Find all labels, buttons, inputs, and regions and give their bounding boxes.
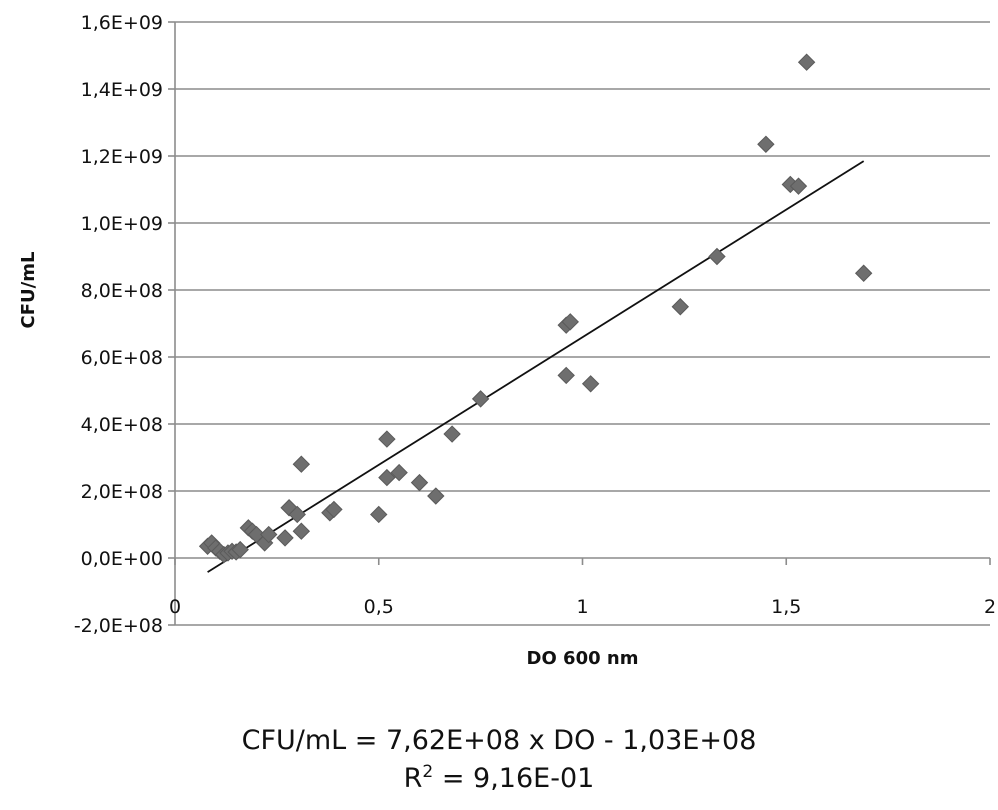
data-point <box>410 473 429 492</box>
data-point <box>671 298 690 316</box>
data-point <box>557 366 575 385</box>
y-tick-label: 1,4E+09 <box>81 79 163 101</box>
data-point <box>288 505 306 524</box>
data-point <box>378 468 396 487</box>
grid-lines <box>175 21 990 626</box>
r-squared-value: R2 = 9,16E-01 <box>0 762 998 794</box>
y-tick-label: 1,6E+09 <box>81 12 163 34</box>
data-point <box>292 522 311 540</box>
data-point <box>276 529 294 547</box>
data-point <box>757 135 775 153</box>
scatter-chart: -2,0E+08 0,0E+00 2,0E+08 4,0E+08 6,0E+08 8,0E… <box>18 12 996 669</box>
data-point <box>797 53 816 71</box>
x-axis-title: DO 600 nm <box>527 648 639 669</box>
x-axis-tick-labels: 0 0,5 1 1,5 2 <box>169 596 996 618</box>
trendline-group <box>207 160 865 573</box>
y-tick-label: 1,2E+09 <box>81 146 163 168</box>
data-point <box>260 525 278 544</box>
y-tick-label: 4,0E+08 <box>81 414 163 436</box>
axes <box>168 21 991 626</box>
data-point <box>471 390 490 408</box>
data-point <box>370 505 388 524</box>
regression-equation: CFU/mL = 7,62E+08 x DO - 1,03E+08 <box>241 725 757 756</box>
y-axis-tick-labels: -2,0E+08 0,0E+00 2,0E+08 4,0E+08 6,0E+08 8,0E… <box>74 12 163 637</box>
data-points <box>198 53 873 564</box>
data-point <box>561 313 579 331</box>
data-point <box>708 247 726 266</box>
data-point <box>427 487 445 505</box>
x-tick-label: 1,5 <box>771 596 801 618</box>
x-tick-label: 0,5 <box>364 596 394 618</box>
r-squared-exponent: 2 <box>422 762 434 782</box>
data-point <box>325 500 343 519</box>
r-squared-number: = 9,16E-01 <box>433 763 595 794</box>
y-axis-title: CFU/mL <box>18 252 39 329</box>
y-tick-label: 1,0E+09 <box>81 213 163 235</box>
x-tick-label: 1 <box>576 596 588 618</box>
y-tick-label: 8,0E+08 <box>81 280 163 302</box>
trendline <box>207 160 865 573</box>
y-tick-label: 0,0E+00 <box>81 548 163 570</box>
data-point <box>581 375 600 393</box>
y-tick-label: 6,0E+08 <box>81 347 163 369</box>
data-point <box>789 177 808 195</box>
data-point <box>292 455 311 473</box>
y-tick-label: -2,0E+08 <box>74 615 163 637</box>
y-tick-label: 2,0E+08 <box>81 481 163 503</box>
data-point <box>231 540 249 559</box>
x-tick-label: 2 <box>984 596 996 618</box>
data-point <box>443 425 461 443</box>
r-squared-symbol: R <box>403 763 423 794</box>
x-tick-label: 0 <box>169 596 181 618</box>
data-point <box>378 430 396 448</box>
data-point <box>390 463 408 482</box>
data-point <box>854 264 873 282</box>
